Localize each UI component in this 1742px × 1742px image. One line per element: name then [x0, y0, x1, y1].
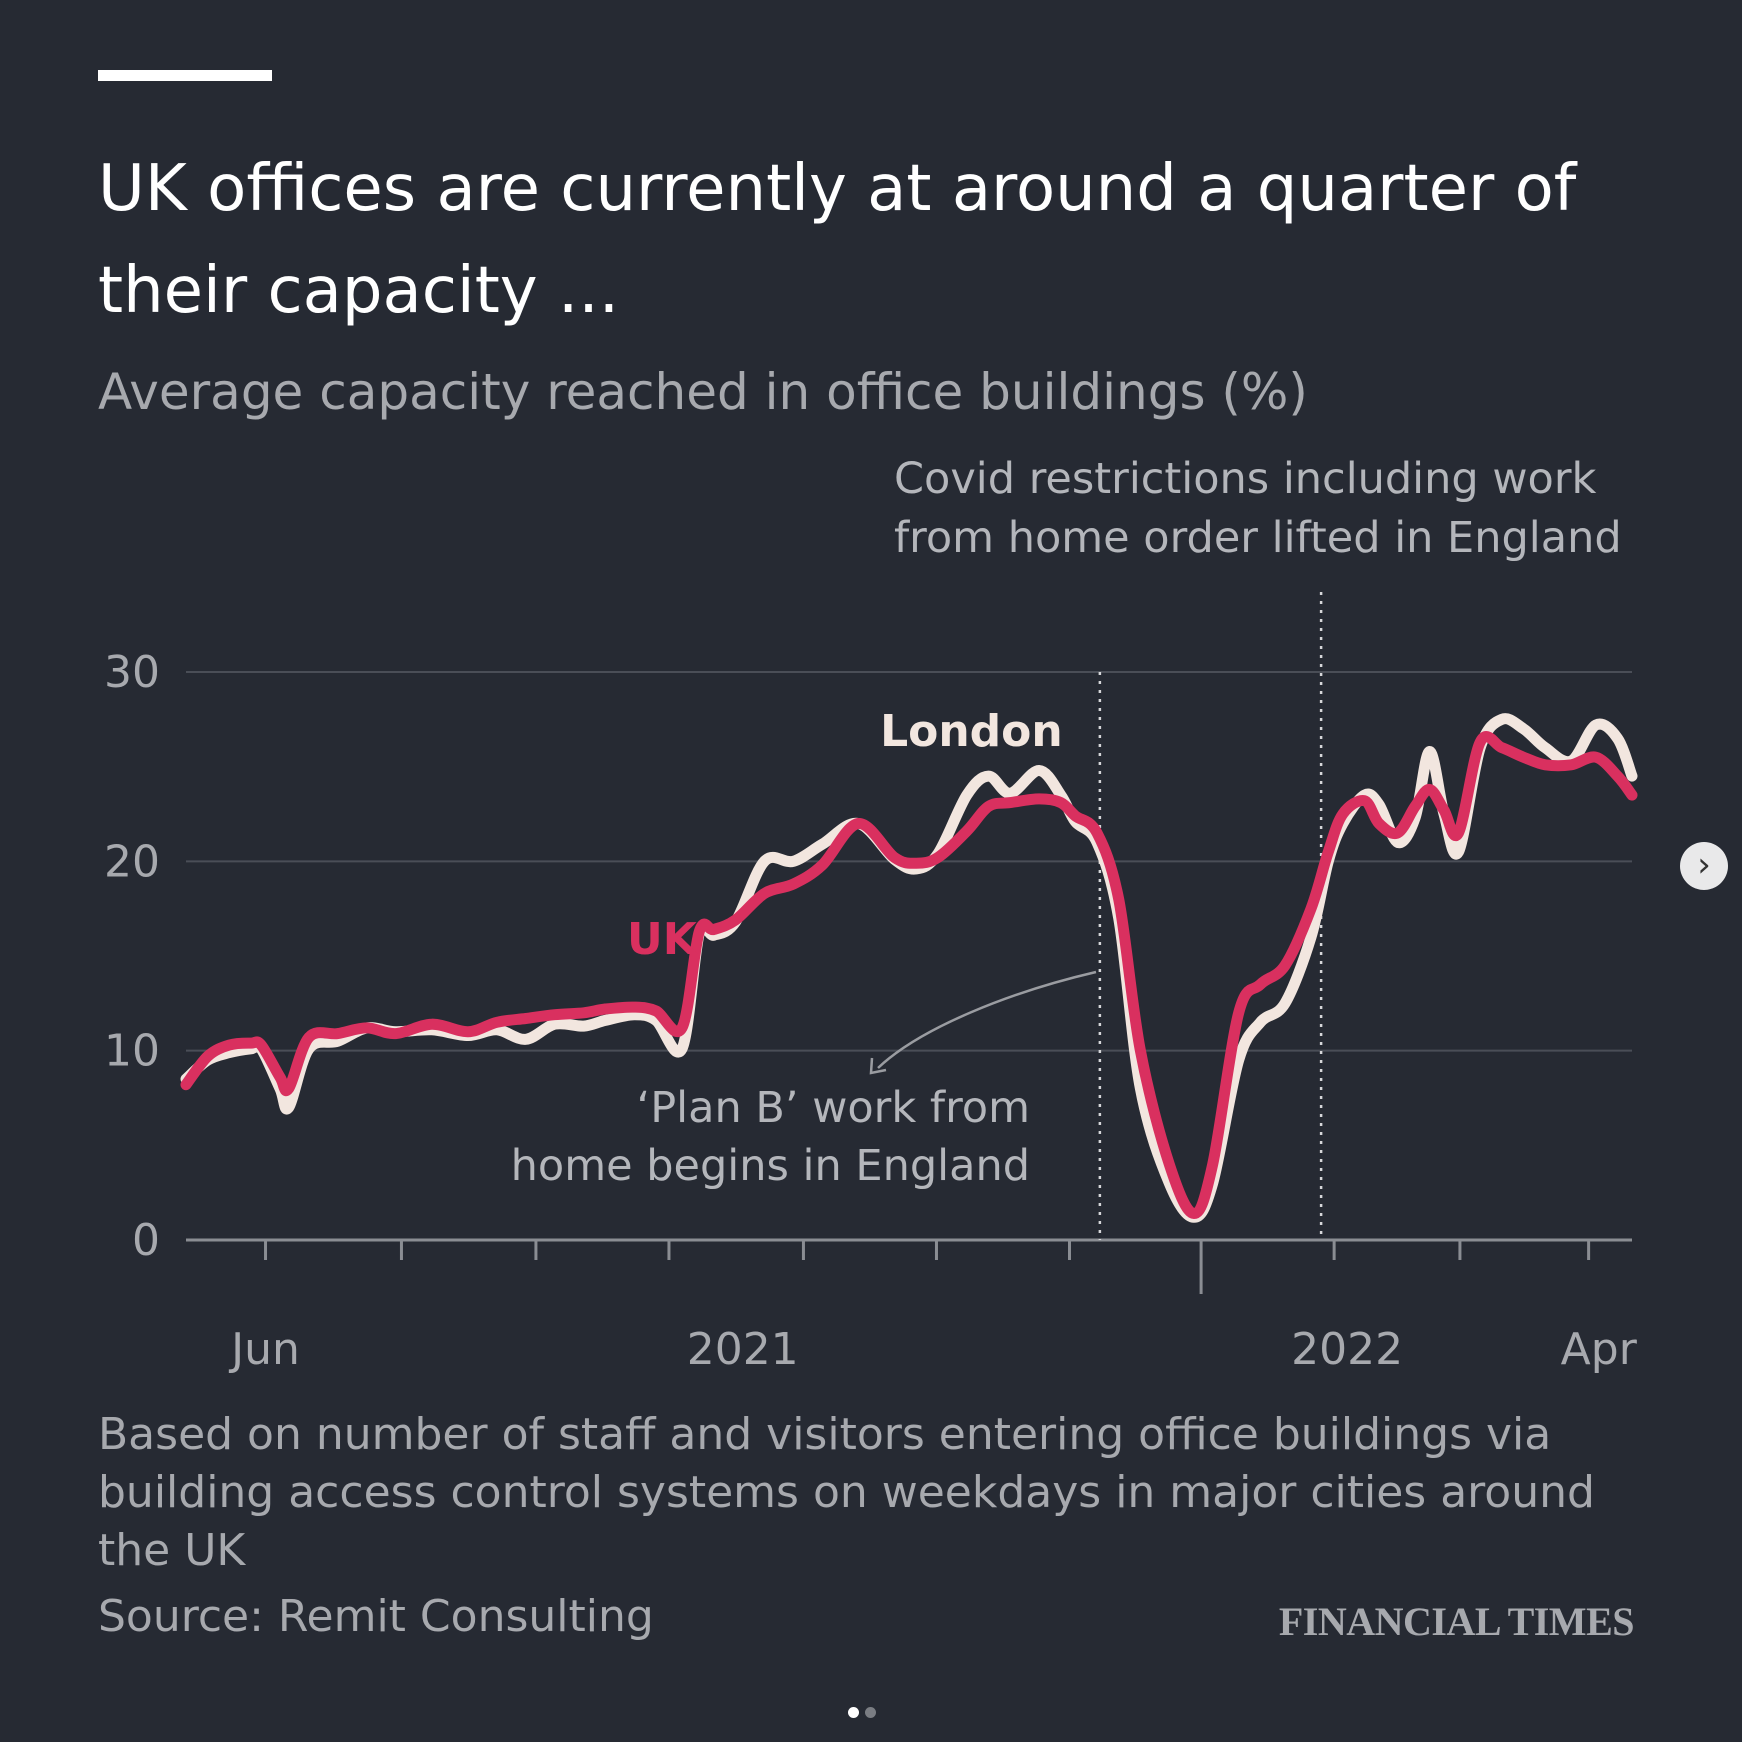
chevron-right-icon: ›: [1697, 845, 1711, 885]
annotation-plan-b-arrowhead: [869, 1057, 887, 1075]
carousel-dot-1[interactable]: [848, 1707, 859, 1718]
series-label-london: London: [880, 706, 1063, 757]
annotation-plan-b-line2: home begins in England: [511, 1141, 1030, 1191]
event-layer: [1098, 592, 1323, 1240]
annotation-plan-b-arrow: [877, 970, 1097, 1069]
carousel-dot-2[interactable]: [865, 1707, 876, 1718]
carousel-dots: [848, 1707, 876, 1718]
x-tick-label-apr: Apr: [1561, 1324, 1638, 1375]
chart-subtitle: Average capacity reached in office build…: [98, 363, 1308, 421]
series-layer: London UK: [180, 706, 1638, 1223]
series-label-uk: UK: [627, 914, 699, 965]
annotation-covid-lifted-line1: Covid restrictions including work: [894, 454, 1597, 504]
y-tick-label-30: 30: [104, 647, 160, 698]
axis-layer: 0 10 20 30 Jun 2021 2022 Apr: [104, 647, 1638, 1375]
chart-title: UK offices are currently at around a qua…: [98, 152, 1577, 328]
x-tick-label-2021: 2021: [687, 1324, 799, 1375]
line-chart: 0 10 20 30 Jun 2021 2022 Apr London UK Covid res…: [104, 454, 1638, 1375]
next-slide-button[interactable]: ›: [1680, 842, 1728, 890]
ft-logo: FINANCIAL TIMES: [1278, 1599, 1635, 1644]
annotation-plan-b-line1: ‘Plan B’ work from: [637, 1083, 1030, 1133]
series-line-uk: [180, 731, 1638, 1219]
top-accent-rule: [98, 70, 272, 81]
series-line-london: [180, 713, 1638, 1223]
footnote: Based on number of staff and visitors en…: [98, 1409, 1595, 1576]
y-tick-label-0: 0: [132, 1215, 160, 1266]
y-tick-label-20: 20: [104, 836, 160, 887]
y-tick-label-10: 10: [104, 1026, 160, 1077]
x-tick-label-jun: Jun: [228, 1324, 300, 1375]
annotation-covid-lifted-line2: from home order lifted in England: [894, 513, 1622, 563]
x-tick-label-2022: 2022: [1291, 1324, 1403, 1375]
source-credit: Source: Remit Consulting: [98, 1591, 654, 1642]
